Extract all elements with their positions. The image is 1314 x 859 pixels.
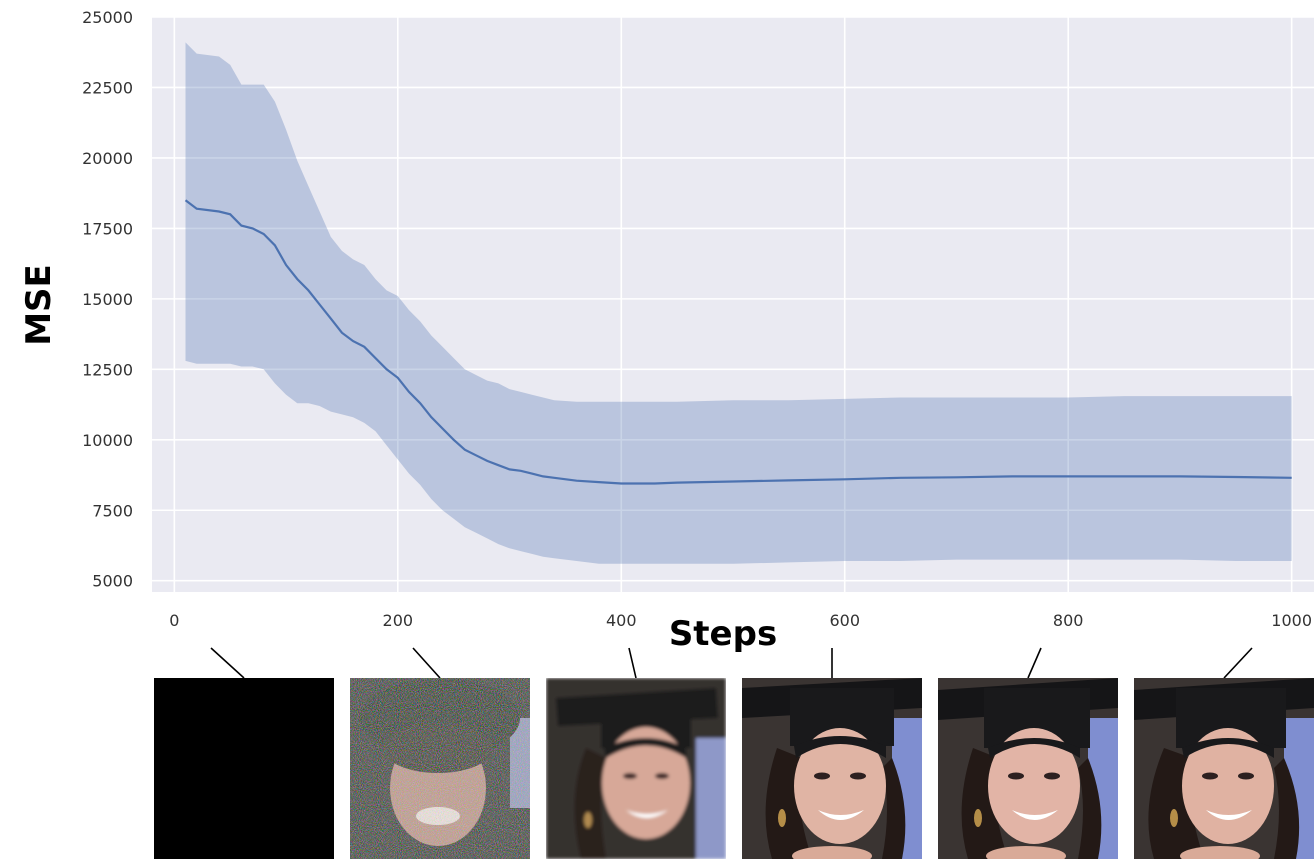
thumbnail-step-600	[742, 678, 922, 859]
plot-area	[152, 17, 1314, 592]
connector-line	[412, 647, 441, 678]
connector-line	[628, 647, 637, 678]
grid-lines	[152, 16, 1314, 592]
y-tick-label: 20000	[82, 149, 133, 168]
thumbnail-step-400	[546, 678, 726, 859]
y-tick-label: 10000	[82, 431, 133, 450]
y-tick-labels: 5000 7500 10000 12500 15000 17500 20000 22500 25…	[82, 8, 133, 591]
y-tick-label: 22500	[82, 78, 133, 97]
thumbnail-connectors	[210, 647, 1253, 678]
y-tick-label: 7500	[92, 501, 133, 520]
x-tick-label: 0	[169, 611, 179, 630]
y-tick-label: 15000	[82, 290, 133, 309]
x-tick-label: 400	[606, 611, 637, 630]
x-axis-label: Steps	[669, 614, 777, 654]
y-tick-label: 12500	[82, 360, 133, 379]
y-axis-label: MSE	[19, 264, 59, 346]
x-tick-label: 1000	[1271, 611, 1312, 630]
mse-chart: 5000750010000125001500017500200002250025…	[19, 8, 1314, 678]
thumbnail-step-800	[938, 678, 1118, 859]
x-tick-label: 600	[829, 611, 860, 630]
thumbnail-step-200	[350, 678, 530, 859]
mean-line	[184, 199, 1292, 485]
connector-line	[1027, 647, 1042, 678]
thumbnail-step-0	[154, 678, 334, 859]
y-tick-label: 25000	[82, 8, 133, 27]
y-tick-label: 17500	[82, 219, 133, 238]
y-tick-label: 5000	[92, 572, 133, 591]
x-tick-label: 800	[1053, 611, 1084, 630]
connector-line	[1223, 647, 1253, 678]
x-tick-labels: 0 200 400 600 800 1000	[169, 611, 1312, 630]
thumbnail-step-1000	[1134, 678, 1314, 859]
x-tick-label: 200	[383, 611, 414, 630]
connector-line	[210, 647, 245, 678]
confidence-band	[185, 42, 1292, 564]
